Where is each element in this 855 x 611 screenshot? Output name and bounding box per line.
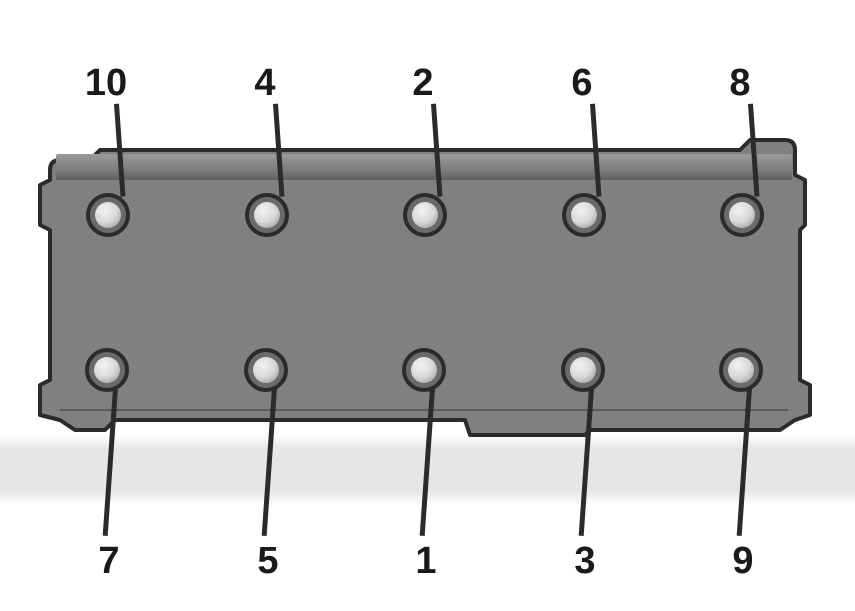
label-5: 5 bbox=[257, 540, 278, 583]
label-2: 2 bbox=[412, 62, 433, 105]
label-9: 9 bbox=[732, 540, 753, 583]
bolt-head-3 bbox=[570, 357, 596, 383]
label-10: 10 bbox=[85, 62, 127, 105]
bolt-head-9 bbox=[728, 357, 754, 383]
label-7: 7 bbox=[98, 540, 119, 583]
bolt-head-7 bbox=[94, 357, 120, 383]
bolt-head-5 bbox=[253, 357, 279, 383]
block-top-ledge bbox=[56, 154, 792, 180]
bolt-head-2 bbox=[412, 202, 438, 228]
bolt-head-10 bbox=[95, 202, 121, 228]
label-8: 8 bbox=[729, 62, 750, 105]
bolt-head-6 bbox=[571, 202, 597, 228]
label-4: 4 bbox=[254, 62, 275, 105]
label-6: 6 bbox=[571, 62, 592, 105]
bolt-head-8 bbox=[729, 202, 755, 228]
bolt-head-1 bbox=[411, 357, 437, 383]
label-3: 3 bbox=[574, 540, 595, 583]
bolt-head-4 bbox=[254, 202, 280, 228]
diagram-canvas: 10 4 2 6 8 7 5 1 3 9 bbox=[0, 0, 855, 611]
label-1: 1 bbox=[415, 540, 436, 583]
